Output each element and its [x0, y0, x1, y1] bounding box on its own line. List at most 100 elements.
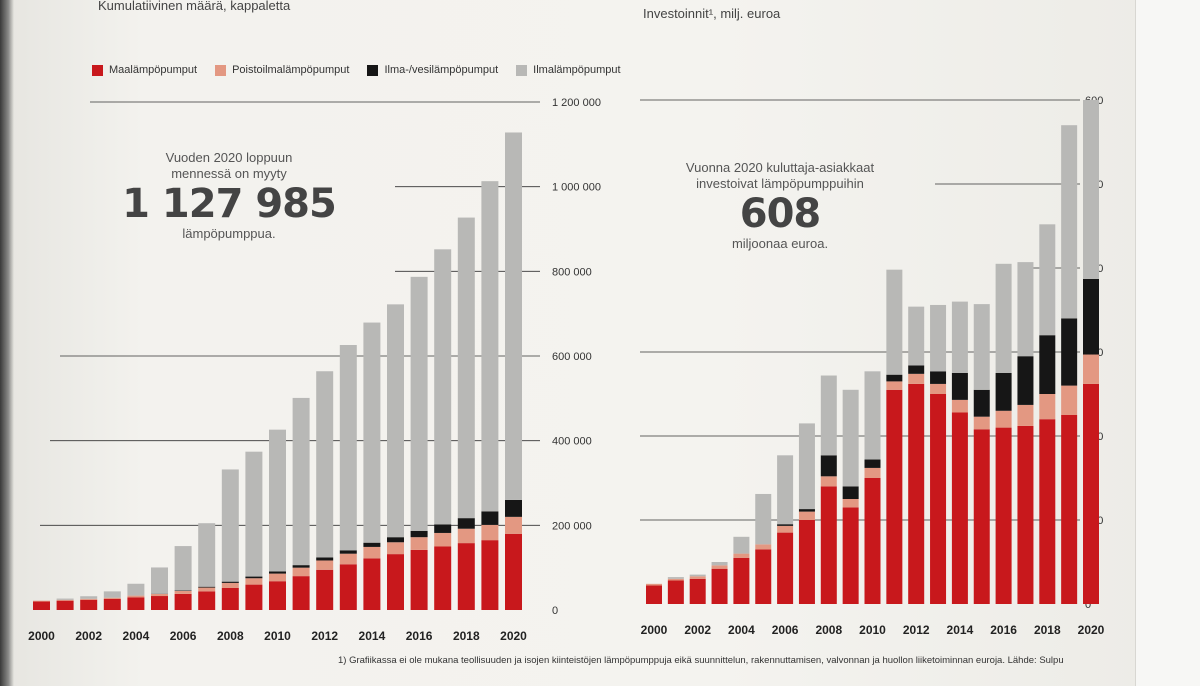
bar-segment-poistoilmalmppumput: [56, 599, 74, 601]
bar-segment-ilmalmppumput: [103, 591, 121, 598]
bar-segment-ilmavesilmppumput: [245, 576, 263, 579]
x-tick-label: 2020: [1078, 623, 1105, 637]
bar-segment-maalmppumput: [777, 532, 794, 604]
bar-segment-maalmppumput: [864, 478, 881, 604]
bar-segment-maalmppumput: [646, 585, 662, 604]
bar-segment-ilmalmppumput: [1061, 125, 1078, 319]
bar-segment-maalmppumput: [733, 557, 750, 604]
legend-label: Poistoilmalämpöpumput: [232, 64, 350, 76]
legend-swatch-ilma: [516, 64, 528, 76]
bar-segment-maalmppumput: [1017, 425, 1034, 604]
bar-segment-ilmalmppumput: [151, 567, 168, 594]
bar-segment-ilmalmppumput: [292, 397, 310, 566]
bar-segment-poistoilmalmppumput: [410, 537, 428, 550]
bar-segment-ilmavesilmppumput: [387, 537, 404, 543]
annotation-big-number: 1 127 985: [122, 181, 337, 227]
legend-swatch-ilmavesi: [367, 64, 379, 76]
legend-item-poistoilmalampopumput: Poistoilmalämpöpumput: [215, 64, 349, 76]
y-tick-label: 1 000 000: [552, 182, 601, 194]
bar-segment-maalmppumput: [481, 540, 499, 610]
x-tick-label: 2008: [217, 629, 244, 643]
bar-segment-poistoilmalmppumput: [363, 546, 381, 559]
bar-segment-maalmppumput: [103, 598, 121, 610]
bar-segment-ilmalmppumput: [777, 455, 794, 525]
bar-segment-poistoilmalmppumput: [777, 525, 794, 533]
bar-segment-ilmalmppumput: [339, 344, 357, 551]
bar-segment-maalmppumput: [221, 587, 239, 610]
bar-segment-poistoilmalmppumput: [864, 467, 881, 478]
bar-segment-ilmalmppumput: [457, 217, 475, 519]
legend-label: Ilmalämpöpumput: [533, 64, 621, 76]
x-tick-label: 2018: [1034, 623, 1061, 637]
bar-segment-ilmavesilmppumput: [930, 371, 947, 384]
bar-segment-maalmppumput: [908, 383, 925, 604]
bar-segment-poistoilmalmppumput: [711, 565, 728, 569]
bar-segment-ilmavesilmppumput: [951, 373, 968, 400]
bar-segment-ilmalmppumput: [930, 304, 947, 372]
right-chart-annotation: Vuonna 2020 kuluttaja-asiakkaat investoi…: [660, 160, 900, 252]
x-tick-label: 2012: [903, 623, 930, 637]
bar-segment-maalmppumput: [363, 558, 381, 610]
annotation-text: lämpöpumppua.: [182, 226, 276, 241]
bar-segment-poistoilmalmppumput: [842, 499, 859, 508]
x-tick-label: 2002: [75, 629, 102, 643]
bar-segment-poistoilmalmppumput: [269, 573, 286, 582]
annotation-text: miljoonaa euroa.: [731, 236, 829, 251]
bar-segment-ilmalmppumput: [908, 306, 925, 366]
bar-segment-ilmavesilmppumput: [198, 586, 216, 588]
bar-segment-ilmavesilmppumput: [410, 530, 428, 538]
bar-segment-ilmavesilmppumput: [777, 524, 794, 526]
bar-segment-ilmalmppumput: [505, 132, 522, 500]
legend-swatch-poisto: [215, 64, 227, 76]
bar-segment-poistoilmalmppumput: [733, 553, 750, 558]
bar-segment-maalmppumput: [1061, 415, 1078, 604]
bar-segment-poistoilmalmppumput: [930, 383, 947, 394]
bar-segment-ilmavesilmppumput: [798, 509, 815, 512]
x-tick-label: 2004: [123, 629, 150, 643]
y-tick-label: 1 200 000: [552, 97, 601, 109]
bar-segment-maalmppumput: [127, 597, 145, 610]
bar-segment-ilmalmppumput: [363, 322, 381, 543]
bar-segment-ilmavesilmppumput: [269, 571, 286, 574]
bar-segment-maalmppumput: [316, 569, 334, 610]
bar-segment-ilmavesilmppumput: [973, 389, 990, 417]
x-tick-label: 2000: [641, 623, 668, 637]
bar-segment-ilmalmppumput: [174, 546, 192, 591]
bar-segment-poistoilmalmppumput: [174, 590, 192, 594]
bar-segment-ilmalmppumput: [951, 301, 968, 373]
bar-segment-poistoilmalmppumput: [689, 576, 706, 579]
bar-segment-ilmalmppumput: [1083, 100, 1099, 279]
bar-segment-poistoilmalmppumput: [387, 542, 404, 555]
bar-segment-ilmavesilmppumput: [457, 518, 475, 529]
bar-segment-maalmppumput: [820, 486, 837, 604]
bar-segment-poistoilmalmppumput: [151, 593, 168, 597]
bar-segment-ilmalmppumput: [798, 423, 815, 510]
x-tick-label: 2006: [772, 623, 799, 637]
bar-segment-ilmalmppumput: [667, 577, 684, 579]
bar-segment-maalmppumput: [292, 576, 310, 610]
bar-segment-poistoilmalmppumput: [481, 524, 499, 541]
bar-segment-maalmppumput: [798, 520, 815, 604]
bar-segment-poistoilmalmppumput: [1083, 354, 1099, 384]
bar-segment-ilmavesilmppumput: [434, 524, 452, 533]
page-fold-shadow: [0, 0, 14, 686]
bar-segment-poistoilmalmppumput: [198, 587, 216, 592]
y-tick-label: 800 000: [552, 266, 592, 278]
bar-segment-maalmppumput: [434, 546, 452, 610]
footnote: 1) Grafiikassa ei ole mukana teollisuude…: [338, 655, 1064, 666]
x-tick-label: 2014: [947, 623, 974, 637]
legend-swatch-maa: [92, 64, 103, 76]
bar-segment-poistoilmalmppumput: [221, 582, 239, 588]
annotation-text: investoivat lämpöpumppuihin: [696, 176, 864, 191]
bar-segment-ilmalmppumput: [221, 469, 239, 582]
chart-legend: Maalämpöpumput Poistoilmalämpöpumput Ilm…: [92, 64, 621, 76]
bar-segment-ilmalmppumput: [689, 574, 706, 577]
bar-segment-ilmalmppumput: [245, 451, 263, 577]
bar-segment-poistoilmalmppumput: [1061, 385, 1078, 415]
bar-segment-poistoilmalmppumput: [908, 373, 925, 384]
x-tick-label: 2020: [500, 629, 527, 643]
left-chart-subtitle: Kumulatiivinen määrä, kappaletta: [98, 0, 291, 13]
bar-segment-ilmavesilmppumput: [363, 542, 381, 547]
bar-segment-ilmalmppumput: [733, 536, 750, 554]
bar-segment-ilmalmppumput: [864, 371, 881, 460]
